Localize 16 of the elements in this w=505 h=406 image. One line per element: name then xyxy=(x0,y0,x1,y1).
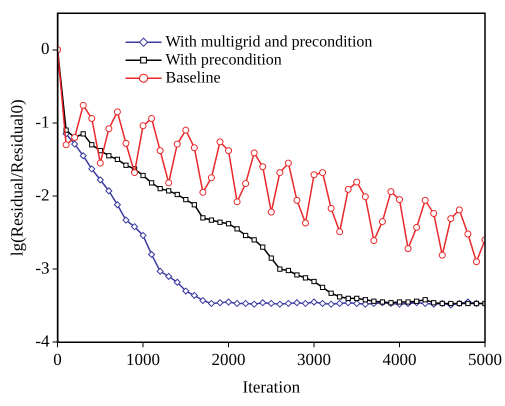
x-tick-label: 2000 xyxy=(212,350,246,369)
x-tick-label: 3000 xyxy=(297,350,332,369)
y-tick-label: -1 xyxy=(35,112,50,132)
x-tick-label: 5000 xyxy=(468,350,502,369)
y-tick-label: 0 xyxy=(41,39,50,58)
x-tick-label: 1000 xyxy=(126,350,160,369)
legend-label: With precondition xyxy=(166,51,282,68)
y-axis-title: lg(Residual/Residual0) xyxy=(8,99,27,256)
x-tick-label: 0 xyxy=(53,350,62,369)
x-axis-title: Iteration xyxy=(242,377,301,396)
legend-label: Baseline xyxy=(166,69,221,86)
y-tick-label: -4 xyxy=(35,332,50,351)
legend-label: With multigrid and precondition xyxy=(166,33,372,50)
y-tick-label: -3 xyxy=(35,258,50,278)
x-tick-label: 4000 xyxy=(382,350,417,369)
y-tick-label: -2 xyxy=(35,185,50,204)
